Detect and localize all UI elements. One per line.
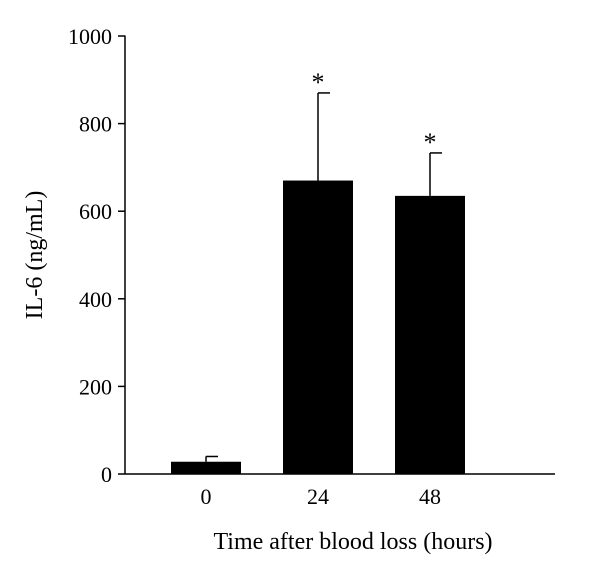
bars [171, 180, 465, 475]
y-axis: 0 200 400 600 800 1000 [68, 24, 126, 487]
x-tick-label: 0 [201, 484, 212, 509]
bar-0 [171, 461, 241, 474]
error-bars [205, 92, 442, 462]
significance-star: * [312, 68, 325, 97]
y-tick-label: 800 [79, 112, 112, 137]
x-axis: 0 24 48 [125, 473, 555, 509]
y-tick-label: 200 [79, 374, 112, 399]
significance-star: * [424, 128, 437, 157]
y-tick-label: 400 [79, 287, 112, 312]
y-tick-label: 0 [101, 462, 112, 487]
significance-markers: ** [312, 68, 437, 157]
x-tick-label: 24 [307, 484, 329, 509]
bar-24 [283, 180, 353, 475]
y-axis-title: IL-6 (ng/mL) [22, 191, 48, 320]
x-axis-title: Time after blood loss (hours) [213, 529, 492, 555]
x-tick-label: 48 [419, 484, 441, 509]
bar-48 [395, 195, 465, 474]
y-tick-label: 600 [79, 199, 112, 224]
y-tick-label: 1000 [68, 24, 112, 49]
